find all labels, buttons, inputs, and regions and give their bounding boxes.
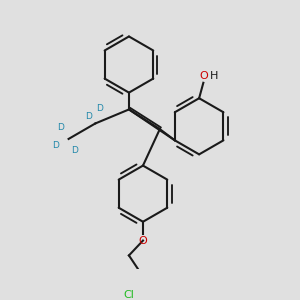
Text: O: O bbox=[199, 71, 208, 81]
Text: Cl: Cl bbox=[124, 290, 134, 300]
Text: O: O bbox=[139, 236, 147, 245]
Text: D: D bbox=[96, 104, 103, 113]
Text: H: H bbox=[210, 70, 218, 80]
Text: D: D bbox=[57, 123, 64, 132]
Text: D: D bbox=[71, 146, 78, 155]
Text: D: D bbox=[85, 112, 92, 121]
Text: D: D bbox=[52, 142, 59, 151]
